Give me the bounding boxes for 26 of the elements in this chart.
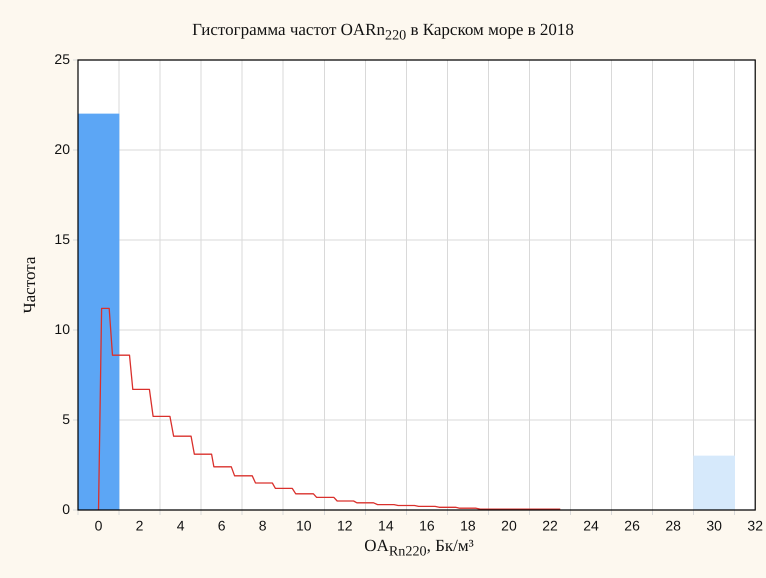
y-tick-label: 0: [62, 500, 70, 517]
x-tick-label: 22: [542, 517, 558, 534]
x-tick-label: 8: [258, 517, 267, 534]
x-tick-label: 26: [624, 517, 640, 534]
x-tick-label: 20: [501, 517, 517, 534]
x-tick-label: 24: [583, 517, 600, 534]
x-tick-label: 28: [665, 517, 682, 534]
x-tick-label: 0: [94, 517, 103, 534]
x-tick-label: 10: [296, 517, 312, 534]
x-tick-label: 6: [218, 517, 226, 534]
x-tick-label: 2: [136, 517, 144, 534]
x-axis-title: OA$_{Rn220}$, Бк/м³: [363, 536, 475, 560]
x-tick-label: 32: [747, 517, 764, 534]
x-tick-label: 4: [176, 517, 185, 534]
y-tick-label: 15: [54, 230, 70, 247]
x-tick-label: 14: [378, 517, 394, 534]
y-tick-label: 20: [54, 140, 70, 157]
y-tick-label: 10: [54, 320, 70, 337]
x-tick-label: 18: [460, 517, 476, 534]
x-tick-label: 30: [706, 517, 722, 534]
x-tick-label: 12: [336, 517, 353, 534]
y-axis-title: Частота: [20, 256, 40, 314]
y-tick-label: 5: [62, 410, 70, 427]
y-tick-label: 25: [54, 50, 70, 67]
x-tick-label: 16: [419, 517, 435, 534]
chart-title: Гистограмма частот OARn$_{220}$ в Карском море в 2018: [191, 20, 575, 44]
